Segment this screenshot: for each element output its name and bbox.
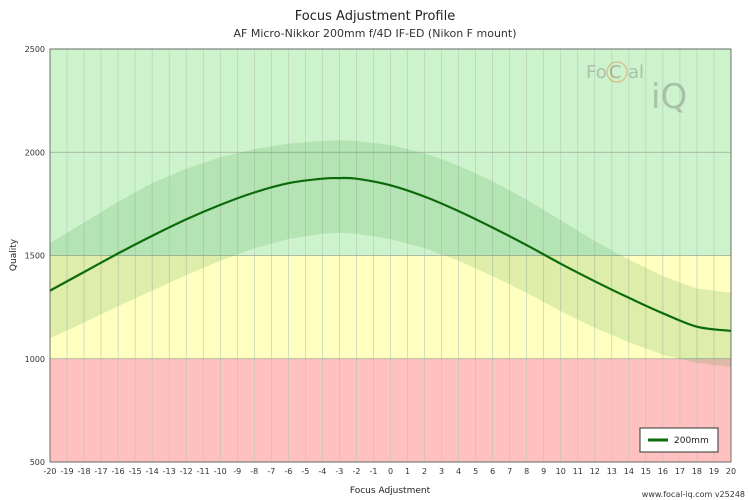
- x-tick-label: -12: [180, 467, 193, 476]
- x-tick-label: 20: [726, 467, 736, 476]
- x-tick-label: 13: [607, 467, 617, 476]
- logo-text-iq: iQ: [651, 77, 687, 117]
- chart-subtitle: AF Micro-Nikkor 200mm f/4D IF-ED (Nikon …: [233, 27, 516, 40]
- y-tick-label: 1000: [25, 355, 45, 364]
- x-tick-label: -4: [318, 467, 326, 476]
- series-confidence-band: [50, 140, 731, 367]
- x-tick-label: -17: [95, 467, 108, 476]
- y-tick-label: 2500: [25, 45, 45, 54]
- plot-area: [49, 140, 732, 367]
- x-tick-label: -19: [60, 467, 73, 476]
- y-tick-label: 500: [30, 458, 45, 467]
- legend: 200mm: [639, 427, 719, 453]
- x-tick-label: 10: [556, 467, 566, 476]
- logo-text-fo: Fo: [586, 62, 607, 83]
- x-tick-label: 19: [709, 467, 719, 476]
- x-tick-label: -9: [233, 467, 241, 476]
- logo-text-c: C: [609, 62, 622, 83]
- x-tick-label: 7: [507, 467, 512, 476]
- focal-iq-logo: Fo C al iQ: [586, 61, 687, 117]
- x-tick-label: 2: [422, 467, 427, 476]
- logo-ring-icon: [606, 61, 628, 83]
- plot-border: [49, 48, 732, 463]
- x-tick-label: 0: [388, 467, 393, 476]
- footer-credit: www.focal-iq.com v25248: [642, 490, 745, 499]
- x-tick-label: 1: [405, 467, 410, 476]
- x-tick-label: -6: [284, 467, 292, 476]
- x-tick-label: 8: [524, 467, 529, 476]
- x-tick-label: -1: [369, 467, 377, 476]
- series-line-0: [49, 176, 732, 332]
- x-tick-label: 15: [641, 467, 651, 476]
- x-tick-label: 6: [490, 467, 495, 476]
- logo-text-al: al: [628, 62, 644, 83]
- x-tick-label: -20: [43, 467, 56, 476]
- y-tick-label: 2000: [25, 148, 45, 157]
- x-tick-label: 12: [590, 467, 600, 476]
- x-tick-label: -10: [214, 467, 227, 476]
- x-axis-label: Focus Adjustment: [350, 486, 431, 496]
- x-tick-label: -7: [267, 467, 275, 476]
- x-tick-label: -13: [163, 467, 176, 476]
- x-tick-label: 5: [473, 467, 478, 476]
- x-tick-label: -15: [129, 467, 142, 476]
- x-tick-label: -11: [197, 467, 210, 476]
- chart-title: Focus Adjustment Profile: [295, 9, 455, 24]
- x-tick-label: 16: [658, 467, 668, 476]
- y-tick-label: 1500: [25, 252, 45, 261]
- legend-label: 200mm: [674, 436, 709, 446]
- x-tick-label: -5: [301, 467, 309, 476]
- x-tick-label: -8: [250, 467, 258, 476]
- x-tick-label: 9: [541, 467, 546, 476]
- y-axis-label: Quality: [9, 238, 19, 271]
- axes: -20 -19 -18 -17 -16 -15 -14 -13 -12 -11 -10 -9 -8 -7-…: [25, 45, 736, 476]
- x-tick-label: -3: [335, 467, 343, 476]
- x-tick-label: -2: [352, 467, 360, 476]
- x-tick-label: 3: [439, 467, 444, 476]
- x-tick-label: -14: [146, 467, 159, 476]
- x-tick-label: 14: [624, 467, 634, 476]
- x-tick-label: 11: [573, 467, 583, 476]
- x-tick-label: -18: [78, 467, 91, 476]
- x-tick-label: 18: [692, 467, 702, 476]
- x-tick-label: 4: [456, 467, 461, 476]
- x-tick-label: 17: [675, 467, 685, 476]
- x-tick-label: -16: [112, 467, 125, 476]
